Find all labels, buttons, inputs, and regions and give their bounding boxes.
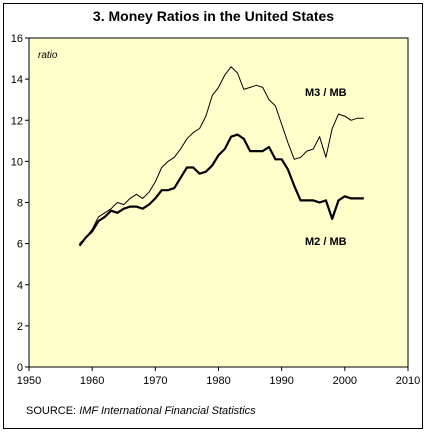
x-tick-label-1970: 1970 (143, 375, 167, 387)
series-label-m3-mb: M3 / MB (305, 87, 347, 99)
series-line-m3-mb (79, 66, 364, 244)
series-label-m2-mb: M2 / MB (305, 236, 347, 248)
y-tick-label-2: 2 (17, 321, 23, 333)
x-tick-label-2000: 2000 (333, 375, 357, 387)
series-layer (78, 66, 364, 247)
x-tick-label-1950: 1950 (17, 375, 41, 387)
x-tick-label-1980: 1980 (206, 375, 230, 387)
y-tick-label-6: 6 (17, 239, 23, 251)
series-line-m2-mb (78, 133, 364, 247)
y-tick-label-0: 0 (17, 362, 23, 374)
x-tick-label-2010: 2010 (396, 375, 420, 387)
y-tick-label-10: 10 (11, 156, 23, 168)
y-tick-label-4: 4 (17, 280, 23, 292)
y-tick-label-12: 12 (11, 115, 23, 127)
source-text: IMF International Financial Statistics (79, 405, 256, 417)
x-tick-label-1990: 1990 (269, 375, 293, 387)
chart-title: 3. Money Ratios in the United States (92, 8, 335, 24)
y-axis-label: ratio (38, 50, 58, 61)
y-tick-label-16: 16 (11, 33, 23, 45)
source-note: SOURCE: IMF International Financial Stat… (26, 405, 256, 417)
axes: 0 2 4 6 8 10 12 14 16 1950 1960 1970 1980 1990 2000 201… (11, 33, 420, 387)
y-tick-label-8: 8 (17, 198, 23, 210)
x-tick-label-1960: 1960 (80, 375, 104, 387)
source-label: SOURCE: (26, 405, 77, 417)
y-tick-label-14: 14 (11, 74, 23, 86)
plot-area (28, 37, 409, 368)
